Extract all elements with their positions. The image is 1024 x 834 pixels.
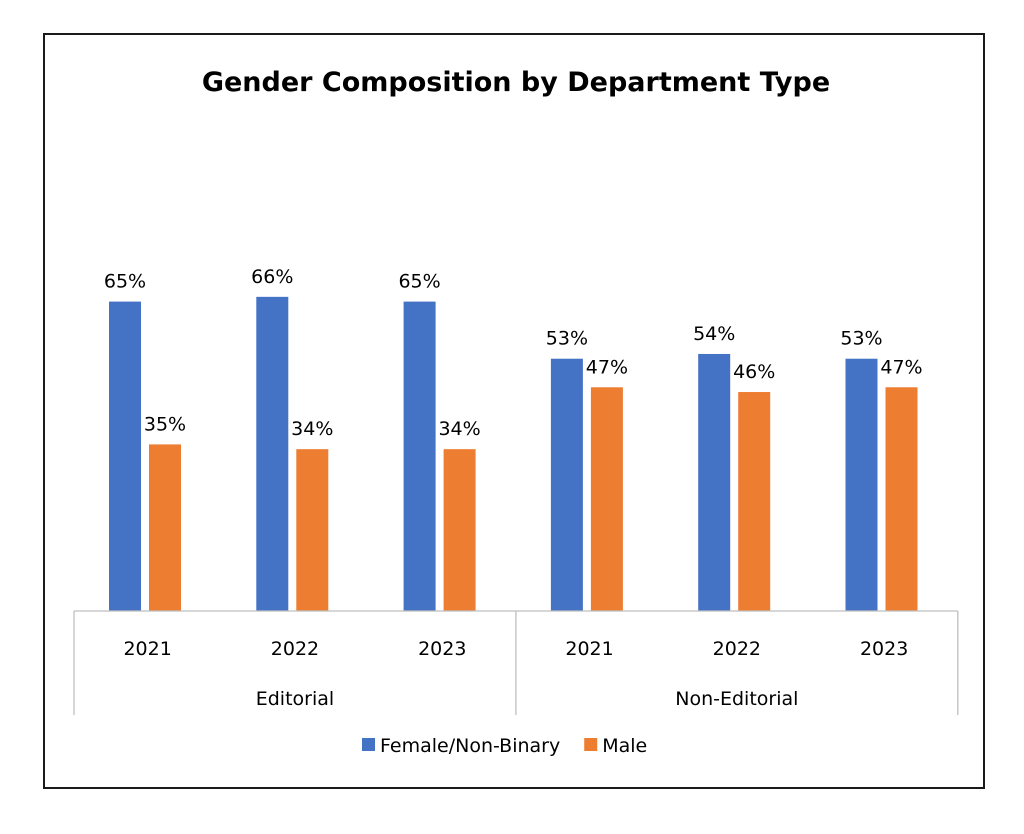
legend-swatch-0 [362,738,375,751]
tick-label-0: 2021 [123,638,171,660]
bar-male-3 [590,387,623,611]
tick-label-3: 2021 [565,638,613,660]
category-axis: 2021 2022 2023 2021 2022 2023 Editorial Non-Edi… [73,610,959,715]
data-label-female-non-binary-5: 53% [840,328,882,350]
data-label-female-non-binary-0: 65% [104,271,146,293]
legend-label-0: Female/Non-Binary [380,735,560,757]
bar-male-0 [149,444,181,611]
tick-label-1: 2022 [271,638,319,660]
bar-female-non-binary-3 [550,358,583,611]
bar-male-1 [296,449,329,611]
bar-male-2 [443,449,476,611]
chart-svg: Gender Composition by Department Type 65… [73,67,959,757]
data-label-female-non-binary-2: 65% [398,271,440,293]
group-label-0: Editorial [256,688,334,710]
chart-frame: Gender Composition by Department Type 65… [43,33,985,789]
data-label-male-4: 46% [733,361,775,383]
legend-label-1: Male [602,735,647,757]
data-label-male-2: 34% [438,418,480,440]
bar-male-5 [885,387,918,611]
data-label-male-0: 35% [144,413,186,435]
legend: Female/Non-Binary Male [362,735,647,757]
bar-female-non-binary-4 [698,353,731,611]
group-label-1: Non-Editorial [675,688,798,710]
data-label-female-non-binary-4: 54% [693,323,735,345]
data-label-male-1: 34% [291,418,333,440]
bar-female-non-binary-5 [845,358,878,611]
legend-swatch-1 [584,738,598,751]
tick-label-4: 2022 [713,638,761,660]
data-label-male-5: 47% [880,356,922,378]
data-label-female-non-binary-3: 53% [546,328,588,350]
bar-female-non-binary-0 [109,301,141,611]
bar-female-non-binary-1 [256,296,289,611]
bar-male-4 [738,392,771,611]
tick-label-2: 2023 [418,638,466,660]
chart-title: Gender Composition by Department Type [202,67,830,98]
bar-female-non-binary-2 [403,301,436,611]
tick-label-5: 2023 [860,638,908,660]
data-label-female-non-binary-1: 66% [251,266,293,288]
data-label-male-3: 47% [586,356,628,378]
plot-area: 65% 66% 65% 53% 54% 53% 35% 34% 34% 47% 46% 47% [104,266,923,611]
